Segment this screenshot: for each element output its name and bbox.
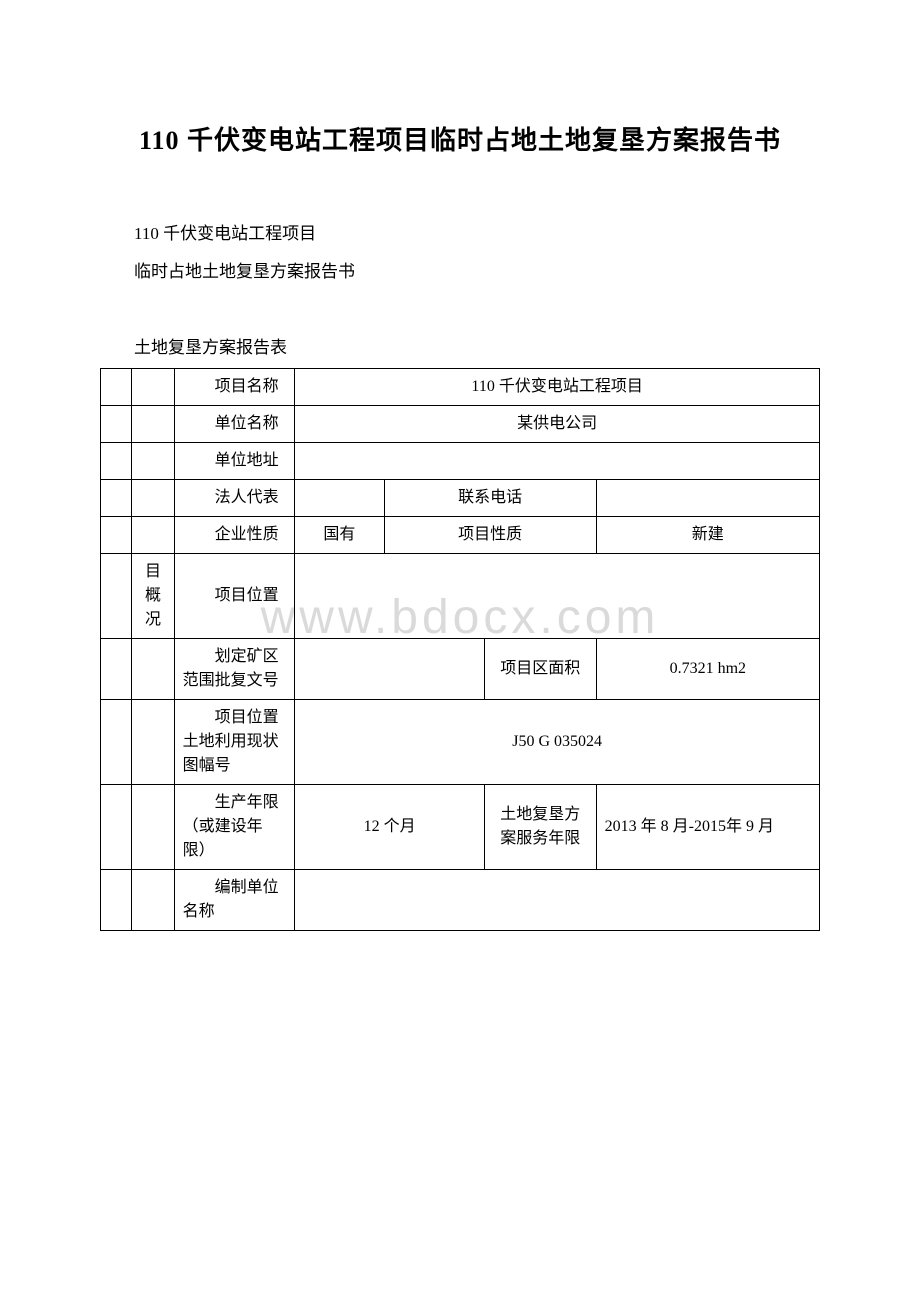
cell-value-production-period: 12 个月 bbox=[295, 785, 485, 870]
cell-empty bbox=[132, 517, 174, 554]
cell-empty bbox=[101, 639, 132, 700]
table-row: 目概况 项目位置 bbox=[101, 554, 820, 639]
cell-label-company-address: 单位地址 bbox=[174, 443, 295, 480]
cell-empty bbox=[101, 406, 132, 443]
cell-label-project-location: 项目位置 bbox=[174, 554, 295, 639]
cell-empty bbox=[101, 554, 132, 639]
main-title: 110 千伏变电站工程项目临时占地土地复垦方案报告书 bbox=[100, 120, 820, 157]
cell-label-map-sheet: 项目位置土地利用现状图幅号 bbox=[174, 700, 295, 785]
cell-value-legal-rep bbox=[295, 480, 384, 517]
cell-value-company-address bbox=[295, 443, 820, 480]
cell-label-phone: 联系电话 bbox=[384, 480, 596, 517]
table-row: 项目位置土地利用现状图幅号 J50 G 035024 bbox=[101, 700, 820, 785]
cell-label-service-period: 土地复垦方案服务年限 bbox=[485, 785, 597, 870]
table-row: 项目名称 110 千伏变电站工程项目 bbox=[101, 369, 820, 406]
cell-label-enterprise-nature: 企业性质 bbox=[174, 517, 295, 554]
cell-label-company-name: 单位名称 bbox=[174, 406, 295, 443]
cell-empty bbox=[132, 480, 174, 517]
cell-empty bbox=[101, 369, 132, 406]
table-row: 生产年限（或建设年限） 12 个月 土地复垦方案服务年限 2013 年 8 月-… bbox=[101, 785, 820, 870]
cell-empty bbox=[101, 443, 132, 480]
cell-label-legal-rep: 法人代表 bbox=[174, 480, 295, 517]
page-container: 110 千伏变电站工程项目临时占地土地复垦方案报告书 110 千伏变电站工程项目… bbox=[0, 0, 920, 971]
table-row: 编制单位名称 bbox=[101, 870, 820, 931]
cell-value-phone bbox=[596, 480, 819, 517]
cell-section-label: 目概况 bbox=[132, 554, 174, 639]
cell-value-project-nature: 新建 bbox=[596, 517, 819, 554]
cell-empty bbox=[101, 517, 132, 554]
cell-empty bbox=[132, 870, 174, 931]
cell-value-project-name: 110 千伏变电站工程项目 bbox=[295, 369, 820, 406]
table-row: 法人代表 联系电话 bbox=[101, 480, 820, 517]
cell-empty bbox=[132, 700, 174, 785]
cell-label-production-period: 生产年限（或建设年限） bbox=[174, 785, 295, 870]
cell-value-map-sheet: J50 G 035024 bbox=[295, 700, 820, 785]
report-table: 项目名称 110 千伏变电站工程项目 单位名称 某供电公司 单位地址 法人代表 bbox=[100, 368, 820, 931]
cell-label-area: 项目区面积 bbox=[485, 639, 597, 700]
cell-value-enterprise-nature: 国有 bbox=[295, 517, 384, 554]
cell-empty bbox=[132, 639, 174, 700]
cell-value-compiler bbox=[295, 870, 820, 931]
cell-value-service-period: 2013 年 8 月-2015年 9 月 bbox=[596, 785, 819, 870]
cell-empty bbox=[132, 369, 174, 406]
cell-label-mining-approval: 划定矿区范围批复文号 bbox=[174, 639, 295, 700]
table-row: 单位名称 某供电公司 bbox=[101, 406, 820, 443]
cell-empty bbox=[132, 406, 174, 443]
subtitle-line-1: 110 千伏变电站工程项目 bbox=[100, 217, 820, 251]
cell-value-mining-approval bbox=[295, 639, 485, 700]
table-row: 划定矿区范围批复文号 项目区面积 0.7321 hm2 bbox=[101, 639, 820, 700]
cell-empty bbox=[101, 700, 132, 785]
cell-value-project-location bbox=[295, 554, 820, 639]
cell-value-area: 0.7321 hm2 bbox=[596, 639, 819, 700]
cell-value-company-name: 某供电公司 bbox=[295, 406, 820, 443]
cell-empty bbox=[132, 443, 174, 480]
table-row: 企业性质 国有 项目性质 新建 bbox=[101, 517, 820, 554]
subtitle-line-2: 临时占地土地复垦方案报告书 bbox=[100, 255, 820, 289]
cell-label-project-name: 项目名称 bbox=[174, 369, 295, 406]
cell-empty bbox=[101, 480, 132, 517]
cell-empty bbox=[101, 870, 132, 931]
cell-empty bbox=[132, 785, 174, 870]
table-caption: 土地复垦方案报告表 bbox=[100, 333, 820, 358]
table-row: 单位地址 bbox=[101, 443, 820, 480]
cell-label-project-nature: 项目性质 bbox=[384, 517, 596, 554]
cell-label-compiler: 编制单位名称 bbox=[174, 870, 295, 931]
cell-empty bbox=[101, 785, 132, 870]
